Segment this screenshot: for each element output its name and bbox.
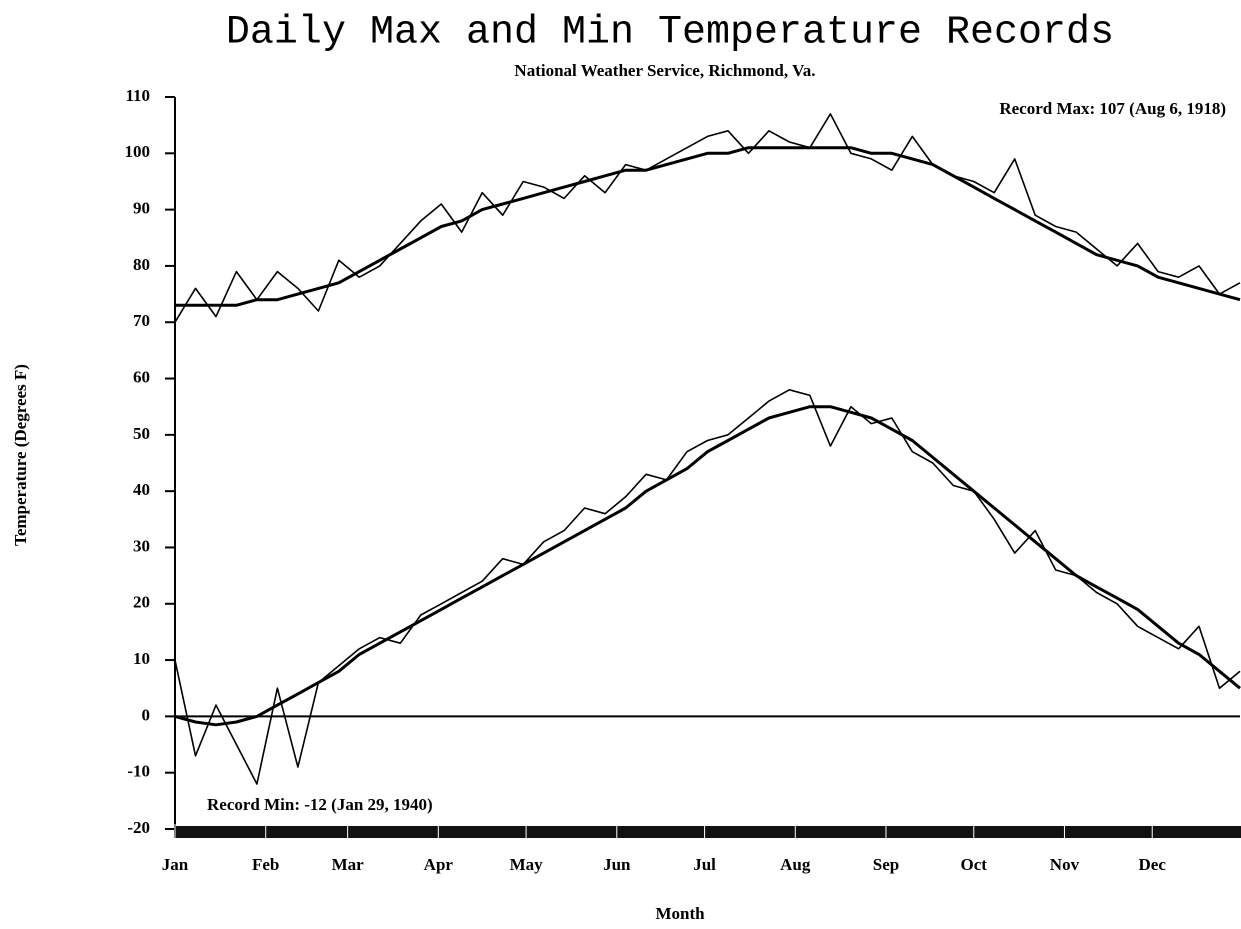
y-tick-label: 40 bbox=[133, 480, 150, 499]
x-tick-label: May bbox=[510, 855, 544, 874]
y-axis-label: Temperature (Degrees F) bbox=[11, 364, 30, 546]
y-tick-label: -10 bbox=[127, 762, 150, 781]
x-axis-band bbox=[175, 826, 1241, 838]
series-line bbox=[174, 113, 1241, 323]
y-tick-label: 100 bbox=[125, 142, 151, 161]
chart-subtitle: National Weather Service, Richmond, Va. bbox=[514, 61, 815, 80]
x-tick-label: Aug bbox=[780, 855, 811, 874]
y-tick-label: 50 bbox=[133, 424, 150, 443]
x-tick-label: Jan bbox=[162, 855, 189, 874]
series-line bbox=[174, 405, 1241, 727]
y-tick-label: 90 bbox=[133, 199, 150, 218]
x-tick-label: Apr bbox=[424, 855, 454, 874]
annotation: Record Min: -12 (Jan 29, 1940) bbox=[207, 795, 433, 814]
chart-title: Daily Max and Min Temperature Records bbox=[226, 11, 1114, 56]
x-tick-label: Mar bbox=[332, 855, 365, 874]
series-line bbox=[175, 146, 1241, 307]
y-tick-label: 80 bbox=[133, 255, 150, 274]
x-tick-label: Feb bbox=[252, 855, 279, 874]
x-tick-label: Oct bbox=[961, 855, 988, 874]
x-axis-label: Month bbox=[655, 904, 705, 923]
x-tick-label: Sep bbox=[873, 855, 899, 874]
y-tick-label: -20 bbox=[127, 818, 150, 837]
series-line bbox=[174, 389, 1241, 785]
x-tick-label: Jun bbox=[603, 855, 631, 874]
x-tick-label: Dec bbox=[1139, 855, 1167, 874]
y-tick-label: 10 bbox=[133, 649, 150, 668]
x-tick-label: Jul bbox=[693, 855, 716, 874]
y-tick-label: 60 bbox=[133, 367, 150, 386]
annotation: Record Max: 107 (Aug 6, 1918) bbox=[999, 99, 1226, 118]
y-tick-label: 20 bbox=[133, 593, 150, 612]
y-tick-label: 30 bbox=[133, 536, 150, 555]
y-tick-label: 0 bbox=[142, 705, 151, 724]
x-tick-label: Nov bbox=[1050, 855, 1080, 874]
y-tick-label: 70 bbox=[133, 311, 150, 330]
y-tick-label: 110 bbox=[125, 86, 150, 105]
